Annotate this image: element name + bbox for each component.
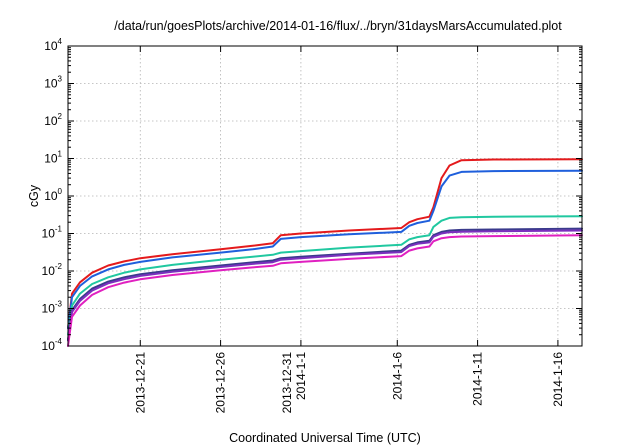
y-tick-label: 10-2 [42, 262, 63, 278]
y-tick-label: 10-3 [42, 300, 63, 316]
grid [68, 46, 582, 346]
y-axis-label: cGy [27, 184, 41, 207]
y-tick-label: 102 [44, 112, 62, 128]
series-line-2 [67, 169, 583, 330]
series-group [67, 158, 583, 347]
y-tick-label: 101 [44, 150, 62, 166]
y-tick-label: 104 [44, 37, 62, 53]
y-tick-label: 103 [44, 75, 62, 91]
series-line-4 [67, 227, 583, 341]
series-line-3 [67, 215, 583, 336]
series-line-6 [67, 234, 583, 347]
x-tick-label: 2014-1-16 [551, 352, 565, 407]
x-tick-label: 2013-12-31 [280, 352, 294, 414]
y-tick-labels: 10-4 10-3 10-2 10-1 100 101 102 103 104 [42, 37, 63, 353]
x-tick-labels: 2013-12-21 2013-12-26 2013-12-31 2014-1-1 20… [133, 352, 565, 414]
x-tick-label: 2014-1-11 [471, 352, 485, 406]
x-tick-label: 2013-12-21 [133, 352, 147, 414]
x-tick-label: 2014-1-6 [390, 352, 404, 400]
y-tick-label: 10-1 [42, 225, 63, 241]
series-line-5 [67, 229, 583, 342]
x-tick-label: 2013-12-26 [214, 352, 228, 414]
y-tick-label: 10-4 [42, 337, 63, 353]
series-line-1 [67, 158, 583, 330]
x-axis-label: Coordinated Universal Time (UTC) [229, 431, 421, 445]
x-tick-label: 2014-1-1 [294, 352, 308, 400]
y-tick-label: 100 [44, 187, 62, 203]
chart-title: /data/run/goesPlots/archive/2014-01-16/f… [114, 19, 562, 33]
ticks [68, 45, 582, 347]
